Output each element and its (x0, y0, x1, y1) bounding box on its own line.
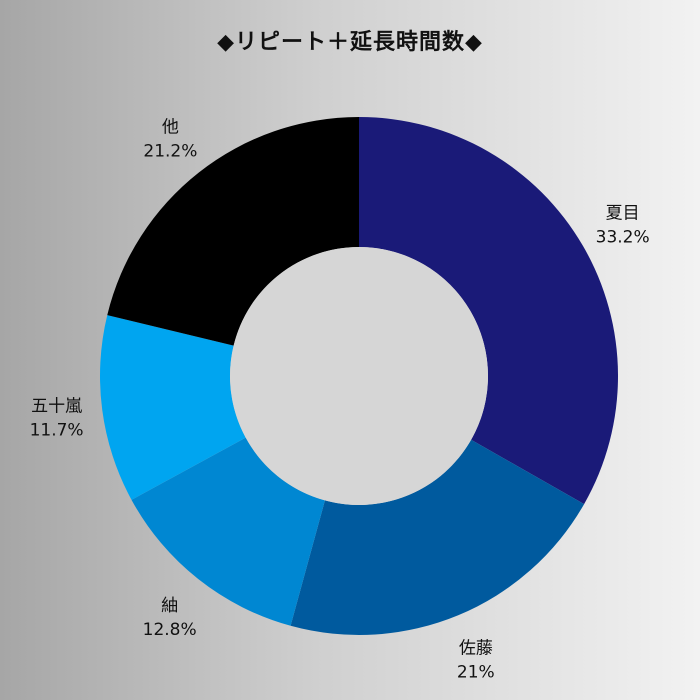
slice-label-0: 夏目 (606, 204, 640, 224)
slice-label-4: 他 (162, 117, 179, 137)
slice-3 (99, 315, 246, 500)
slice-value-1: 21% (457, 663, 495, 683)
slice-label-3: 五十嵐 (31, 397, 82, 417)
slice-value-3: 11.7% (30, 421, 84, 441)
slice-label-2: 紬 (161, 596, 178, 616)
slice-0 (359, 117, 618, 505)
slice-1 (290, 439, 585, 635)
slice-2 (131, 437, 325, 626)
chart-title: ◆リピート＋延長時間数◆ (217, 30, 483, 55)
slice-4 (107, 116, 359, 346)
slice-value-4: 21.2% (143, 141, 197, 161)
slice-value-0: 33.2% (596, 228, 650, 248)
slice-label-1: 佐藤 (459, 639, 493, 659)
slice-value-2: 12.8% (143, 620, 197, 640)
donut-hole (230, 247, 488, 505)
